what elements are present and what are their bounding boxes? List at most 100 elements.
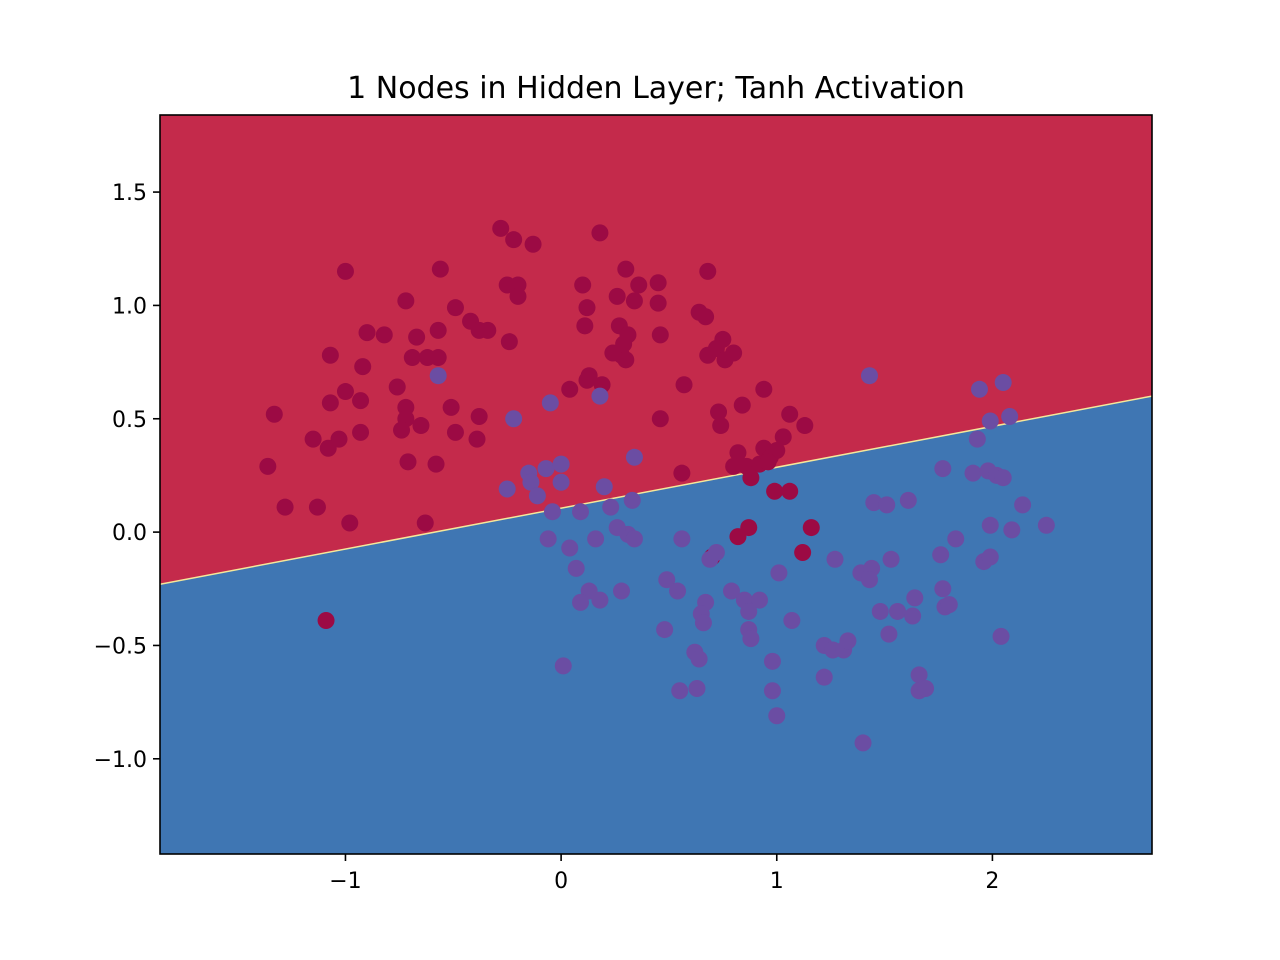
data-point-series-2 <box>658 571 676 589</box>
data-point-series-1 <box>781 405 799 423</box>
data-point-series-2 <box>981 548 999 566</box>
data-point-series-2 <box>826 550 844 568</box>
data-point-series-1 <box>742 469 760 487</box>
data-point-series-2 <box>815 668 833 686</box>
data-point-series-2 <box>768 707 786 725</box>
data-point-series-2 <box>587 530 605 548</box>
data-point-series-2 <box>552 473 570 491</box>
axes: −1 0 1 2 −1.0 −0.5 0.0 0.5 1.0 1.5 <box>94 181 1000 894</box>
data-point-series-2 <box>595 478 613 496</box>
data-point-series-2 <box>671 682 689 700</box>
data-point-series-2 <box>899 491 917 509</box>
data-point-series-2 <box>932 546 950 564</box>
data-point-series-2 <box>429 367 447 385</box>
chart-title: 1 Nodes in Hidden Layer; Tanh Activation <box>347 71 965 106</box>
data-point-series-1 <box>755 380 773 398</box>
data-point-series-2 <box>1001 407 1019 425</box>
data-point-series-1 <box>442 398 460 416</box>
data-point-series-1 <box>321 394 339 412</box>
data-point-series-1 <box>561 380 579 398</box>
x-tick-label: 2 <box>985 869 999 894</box>
data-point-series-1 <box>479 321 497 339</box>
data-point-series-2 <box>673 530 691 548</box>
data-point-series-1 <box>427 455 445 473</box>
data-point-series-1 <box>578 371 596 389</box>
plot-frame <box>159 114 1153 855</box>
data-point-series-1 <box>470 407 488 425</box>
y-tick-label: 1.0 <box>112 294 147 319</box>
data-point-series-2 <box>591 387 609 405</box>
data-point-series-2 <box>608 519 626 537</box>
data-point-series-2 <box>669 582 687 600</box>
data-point-series-2 <box>561 539 579 557</box>
data-point-series-1 <box>341 514 359 532</box>
data-point-series-1 <box>675 376 693 394</box>
data-point-series-1 <box>416 514 434 532</box>
data-point-series-2 <box>934 580 952 598</box>
data-point-series-2 <box>871 602 889 620</box>
data-point-series-1 <box>649 274 667 292</box>
data-point-series-2 <box>722 582 740 600</box>
data-point-series-1 <box>317 612 335 630</box>
data-point-series-1 <box>468 430 486 448</box>
data-point-series-1 <box>651 326 669 344</box>
data-point-series-2 <box>656 621 674 639</box>
data-point-series-2 <box>539 530 557 548</box>
data-point-series-1 <box>393 421 411 439</box>
y-tick-label: 1.5 <box>112 181 147 206</box>
data-point-series-2 <box>751 591 769 609</box>
data-point-series-2 <box>552 455 570 473</box>
data-point-series-2 <box>839 632 857 650</box>
data-point-series-1 <box>358 324 376 342</box>
data-point-series-1 <box>259 457 277 475</box>
data-point-series-1 <box>446 423 464 441</box>
data-point-series-1 <box>796 417 814 435</box>
data-point-series-1 <box>802 519 820 537</box>
data-point-series-1 <box>524 235 542 253</box>
data-point-series-1 <box>617 351 635 369</box>
data-point-series-1 <box>617 260 635 278</box>
data-point-series-1 <box>794 544 812 562</box>
data-point-series-1 <box>759 453 777 471</box>
data-point-series-2 <box>783 612 801 630</box>
data-point-series-1 <box>591 224 609 242</box>
data-point-series-2 <box>498 480 516 498</box>
data-point-series-1 <box>725 457 743 475</box>
data-point-series-2 <box>742 630 760 648</box>
data-point-series-2 <box>994 469 1012 487</box>
data-point-series-2 <box>694 614 712 632</box>
data-point-series-1 <box>276 498 294 516</box>
data-point-series-2 <box>880 625 898 643</box>
data-point-series-2 <box>537 460 555 478</box>
data-point-series-2 <box>541 394 559 412</box>
decision-region-lower <box>160 396 1152 854</box>
data-point-series-1 <box>608 287 626 305</box>
data-point-series-1 <box>336 383 354 401</box>
data-point-series-2 <box>522 473 540 491</box>
data-point-series-1 <box>766 482 784 500</box>
data-point-series-2 <box>763 652 781 670</box>
data-point-series-2 <box>964 464 982 482</box>
data-point-series-2 <box>740 602 758 620</box>
data-point-series-1 <box>397 292 415 310</box>
data-point-series-2 <box>906 589 924 607</box>
data-point-series-1 <box>429 349 447 367</box>
data-point-series-2 <box>854 734 872 752</box>
data-point-series-1 <box>446 299 464 317</box>
data-point-series-1 <box>781 482 799 500</box>
data-point-series-1 <box>492 219 510 237</box>
data-point-series-1 <box>308 498 326 516</box>
data-point-series-1 <box>412 417 430 435</box>
data-point-series-2 <box>528 487 546 505</box>
data-point-series-1 <box>733 396 751 414</box>
y-tick-label: −0.5 <box>94 634 147 659</box>
data-point-series-1 <box>729 444 747 462</box>
data-point-series-2 <box>690 650 708 668</box>
data-point-series-1 <box>321 346 339 364</box>
data-point-series-2 <box>1014 496 1032 514</box>
data-point-series-2 <box>1003 521 1021 539</box>
data-point-series-1 <box>651 410 669 428</box>
data-point-series-1 <box>578 299 596 317</box>
data-point-series-2 <box>934 460 952 478</box>
